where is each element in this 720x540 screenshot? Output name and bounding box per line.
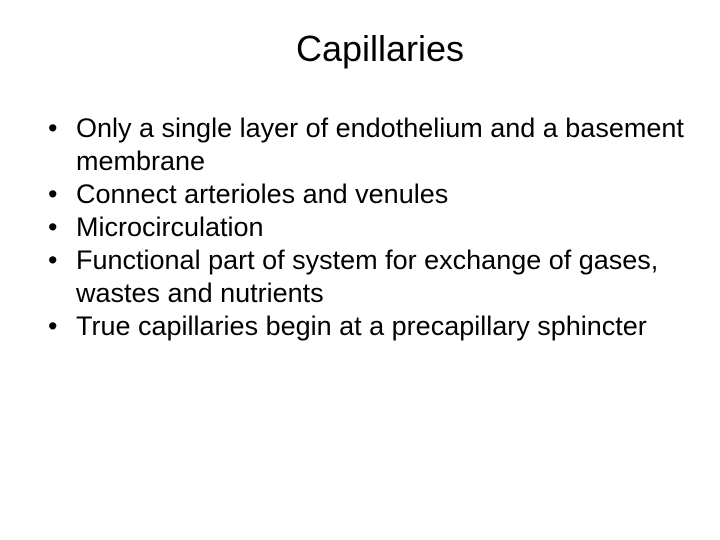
list-item: Connect arterioles and venules (42, 178, 690, 211)
list-item: Microcirculation (42, 211, 690, 244)
list-item: Functional part of system for exchange o… (42, 244, 690, 310)
list-item: Only a single layer of endothelium and a… (42, 112, 690, 178)
bullet-list: Only a single layer of endothelium and a… (30, 112, 690, 343)
slide-container: Capillaries Only a single layer of endot… (0, 0, 720, 540)
list-item: True capillaries begin at a precapillary… (42, 310, 690, 343)
slide-title: Capillaries (70, 28, 690, 70)
